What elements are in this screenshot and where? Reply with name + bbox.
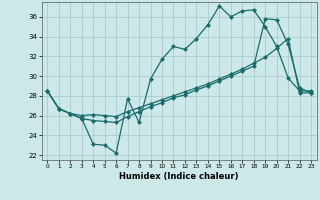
- X-axis label: Humidex (Indice chaleur): Humidex (Indice chaleur): [119, 172, 239, 181]
